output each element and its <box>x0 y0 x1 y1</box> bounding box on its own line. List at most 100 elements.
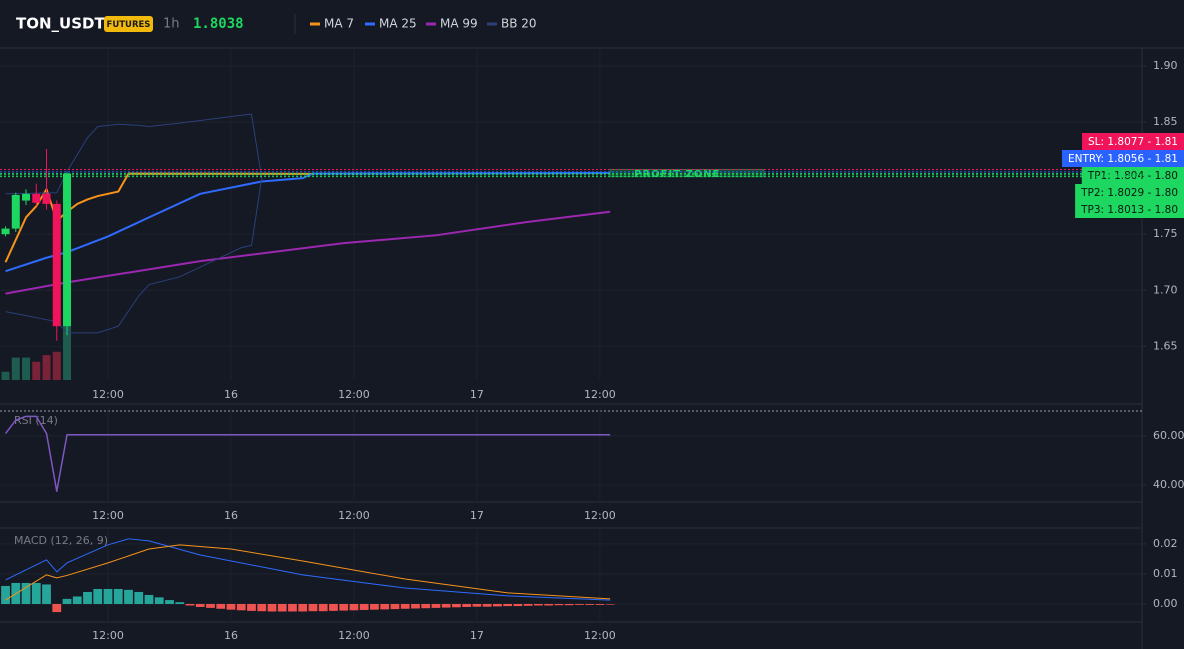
histogram-bar <box>472 603 482 607</box>
y-tick-label: 0.01 <box>1153 567 1178 580</box>
rsi-line <box>4 415 611 492</box>
histogram-bar <box>21 582 31 604</box>
histogram-bar <box>154 597 164 604</box>
histogram-bar <box>165 600 174 604</box>
candle-body <box>11 194 20 229</box>
x-tick-label: 16 <box>224 388 238 401</box>
histogram-bar <box>523 603 533 606</box>
x-tick-label: 12:00 <box>338 388 370 401</box>
histogram-bar <box>277 603 287 612</box>
histogram-bar <box>216 603 226 609</box>
badge-bg <box>104 16 153 32</box>
x-tick-label: 12:00 <box>338 629 370 642</box>
macd-line <box>5 538 611 601</box>
candle-body <box>42 193 51 204</box>
profit-zone <box>609 168 765 178</box>
histogram-bar <box>400 603 410 609</box>
histogram-bar <box>206 603 215 608</box>
histogram-bar <box>585 603 595 605</box>
histogram-bar <box>62 598 72 604</box>
volume-bar <box>1 371 10 380</box>
y-tick-label: 1.75 <box>1153 227 1178 240</box>
level-label: ENTRY: 1.8056 - 1.81 <box>1068 153 1178 165</box>
x-tick-label: 17 <box>470 388 484 401</box>
histogram-bar <box>236 603 246 611</box>
histogram-bar <box>93 588 103 604</box>
x-tick-label: 12:00 <box>92 388 124 401</box>
y-tick-label: 1.85 <box>1153 115 1178 128</box>
histogram-bar <box>359 603 369 610</box>
histogram-bar <box>370 603 379 610</box>
histogram-bar <box>42 584 51 604</box>
histogram-bar <box>452 603 461 608</box>
x-tick-label: 12:00 <box>584 629 616 642</box>
histogram-bar <box>575 603 584 605</box>
histogram-bar <box>554 603 564 606</box>
volume-bar <box>63 315 72 380</box>
volume-bar <box>42 355 51 380</box>
histogram-bar <box>1 585 10 604</box>
x-tick-label: 17 <box>470 509 484 522</box>
legend-label: MA 99 <box>440 17 478 31</box>
histogram-bar <box>349 603 359 611</box>
level-label-bg <box>1082 133 1184 150</box>
histogram-bar <box>411 603 420 609</box>
histogram-bar <box>298 603 308 612</box>
volume-bar <box>11 357 20 380</box>
band-lower <box>5 178 263 334</box>
histogram-bar <box>226 603 236 610</box>
last-price: 1.8038 <box>193 16 244 32</box>
y-tick-label: 1.65 <box>1153 339 1178 352</box>
level-label: SL: 1.8077 - 1.81 <box>1088 136 1178 148</box>
histogram-bar <box>257 603 267 612</box>
histogram-bar <box>605 603 615 605</box>
histogram-bar <box>124 589 133 604</box>
histogram-bar <box>318 603 328 612</box>
level-label-bg <box>1075 184 1184 201</box>
histogram-bar <box>595 603 605 605</box>
histogram-bar <box>564 603 574 606</box>
candle-body <box>32 193 41 203</box>
histogram-bar <box>380 603 390 610</box>
x-tick-label: 12:00 <box>584 388 616 401</box>
histogram-bar <box>144 594 154 604</box>
candle-body <box>22 193 31 201</box>
histogram-bar <box>267 603 277 612</box>
legend-label: MA 25 <box>379 17 417 31</box>
interval: 1h <box>163 17 180 32</box>
histogram-bar <box>185 603 195 606</box>
level-label: TP3: 1.8013 - 1.80 <box>1080 204 1178 216</box>
x-tick-label: 12:00 <box>92 509 124 522</box>
histogram-bar <box>493 603 502 607</box>
volume-bar <box>52 351 61 380</box>
macd-line <box>5 544 611 601</box>
histogram-bar <box>103 588 113 604</box>
x-tick-label: 17 <box>470 629 484 642</box>
level-label: TP1: 1.804 - 1.80 <box>1087 170 1178 182</box>
volume-bar <box>22 357 31 380</box>
panel-title: MACD (12, 26, 9) <box>14 534 108 547</box>
y-tick-label: 40.00 <box>1153 478 1184 491</box>
histogram-bar <box>462 603 472 607</box>
legend-label: BB 20 <box>501 17 537 31</box>
level-label-bg <box>1061 150 1184 167</box>
histogram-bar <box>113 588 123 604</box>
histogram-bar <box>195 603 205 607</box>
y-tick-label: 1.70 <box>1153 283 1178 296</box>
x-tick-label: 12:00 <box>92 629 124 642</box>
histogram-bar <box>390 603 400 610</box>
histogram-bar <box>247 603 256 611</box>
histogram-bar <box>431 603 441 608</box>
y-tick-label: 1.90 <box>1153 59 1178 72</box>
histogram-bar <box>421 603 431 609</box>
x-tick-label: 12:00 <box>584 509 616 522</box>
symbol: TON_USDT <box>16 15 105 33</box>
histogram-bar <box>175 602 185 604</box>
histogram-bar <box>52 603 62 613</box>
volume-bar <box>32 361 41 380</box>
candle-body <box>63 173 72 327</box>
histogram-bar <box>482 603 492 607</box>
histogram-bar <box>441 603 451 608</box>
